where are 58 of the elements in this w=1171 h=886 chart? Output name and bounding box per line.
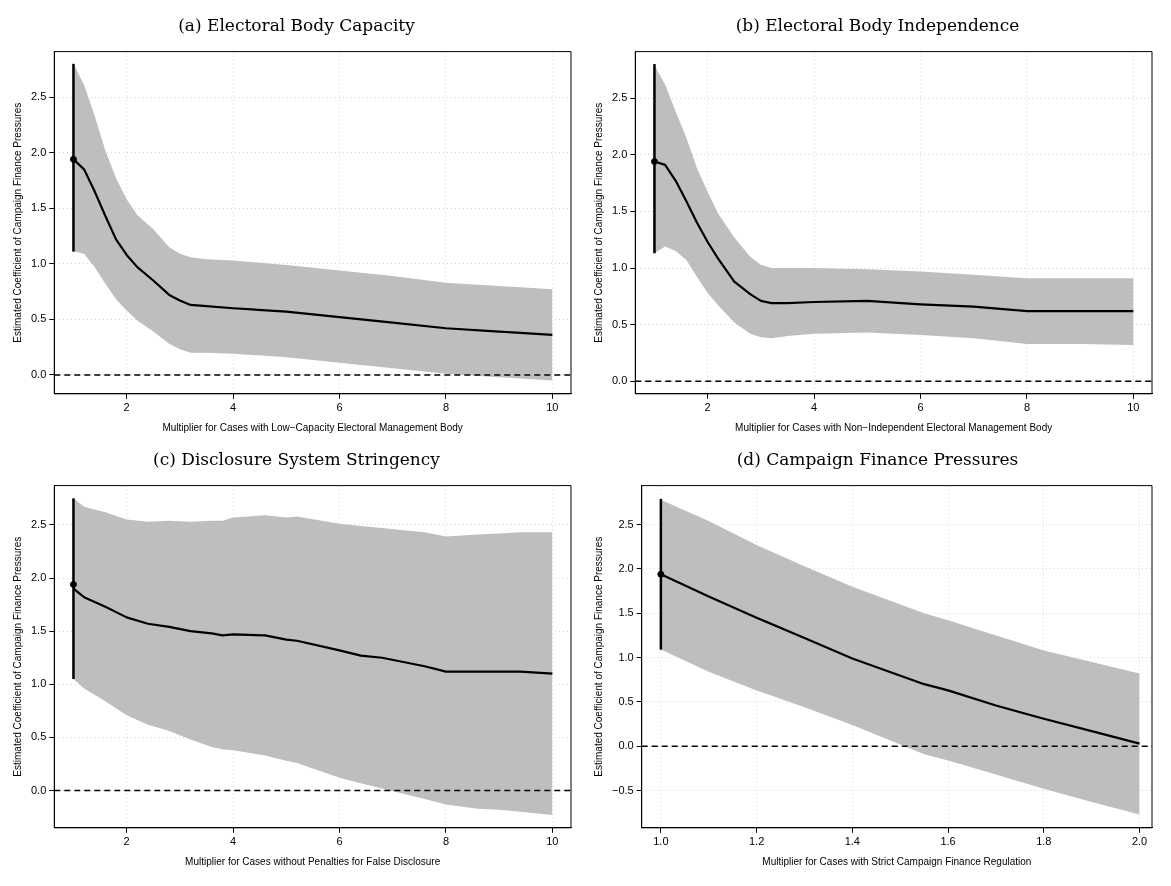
x-axis-title: Multiplier for Cases with Low−Capacity Electoral Management Body [162, 421, 463, 433]
chart-title: (d) Campaign Finance Pressures [735, 448, 1020, 471]
x-axis-title: Multiplier for Cases with Non−Independent Electoral Management Body [735, 421, 1053, 433]
y-tick-label: 0.0 [30, 367, 47, 380]
x-tick-label: 4 [230, 401, 237, 414]
y-tick-label: 0.5 [618, 694, 634, 707]
x-tick-label: 6 [917, 401, 924, 414]
y-tick-label: 2.5 [30, 517, 47, 530]
y-tick-label: 1.0 [618, 650, 634, 663]
y-tick-label: 2.0 [30, 145, 47, 158]
y-tick-label: 0.0 [30, 783, 47, 796]
y-tick-label: 1.0 [611, 261, 628, 274]
y-tick-label: 2.0 [618, 561, 634, 574]
x-tick-label: 1.0 [653, 835, 669, 848]
x-tick-label: 10 [546, 835, 559, 848]
chart-title: (c) Disclosure System Stringency [152, 448, 441, 471]
x-tick-label: 2 [704, 401, 711, 414]
y-tick-label: 0.0 [611, 374, 628, 387]
chart-title: (b) Electoral Body Independence [734, 14, 1021, 37]
x-tick-label: 2.0 [1131, 835, 1148, 848]
x-tick-label: 10 [546, 401, 559, 414]
x-tick-label: 1.2 [748, 835, 765, 848]
y-tick-label: 1.5 [618, 606, 634, 619]
x-axis-title: Multiplier for Cases without Penalties for False Disclosure [185, 855, 441, 867]
x-tick-label: 2 [123, 401, 130, 414]
x-tick-label: 2 [123, 835, 130, 848]
y-axis-title: Estimated Coefficient of Campaign Finance Pressures [11, 536, 23, 777]
y-tick-label: 1.5 [30, 624, 47, 637]
x-tick-label: 6 [336, 835, 343, 848]
y-tick-label: 2.5 [618, 517, 634, 530]
y-tick-label: 1.5 [611, 204, 628, 217]
x-tick-label: 8 [1023, 401, 1031, 414]
x-tick-label: 10 [1127, 401, 1140, 414]
y-axis-title: Estimated Coefficient of Campaign Finance Pressures [11, 102, 23, 343]
y-tick-label: 0.0 [618, 739, 634, 752]
x-tick-label: 1.6 [940, 835, 956, 848]
y-tick-label: 0.5 [30, 730, 47, 743]
y-axis-title: Estimated Coefficient of Campaign Finance Pressures [592, 102, 604, 343]
y-axis-title: Estimated Coefficient of Campaign Finance Pressures [592, 536, 604, 777]
y-tick-label: 2.0 [30, 571, 47, 584]
x-tick-label: 8 [442, 835, 450, 848]
y-tick-label: 1.0 [30, 256, 47, 269]
y-tick-label: 2.5 [611, 91, 628, 104]
y-tick-label: −0.5 [612, 783, 634, 796]
x-tick-label: 4 [230, 835, 237, 848]
x-tick-label: 4 [811, 401, 818, 414]
x-tick-label: 1.8 [1036, 835, 1052, 848]
y-tick-label: 1.0 [30, 677, 47, 690]
x-tick-label: 6 [336, 401, 343, 414]
y-tick-label: 1.5 [30, 201, 47, 214]
y-tick-label: 0.5 [30, 312, 47, 325]
x-axis-title: Multiplier for Cases with Strict Campaign Finance Regulation [762, 855, 1032, 867]
y-tick-label: 2.0 [611, 147, 628, 160]
y-tick-label: 2.5 [30, 90, 47, 103]
x-tick-label: 8 [442, 401, 450, 414]
chart-title: (a) Electoral Body Capacity [177, 14, 416, 37]
y-tick-label: 0.5 [611, 317, 628, 330]
x-tick-label: 1.4 [844, 835, 860, 848]
